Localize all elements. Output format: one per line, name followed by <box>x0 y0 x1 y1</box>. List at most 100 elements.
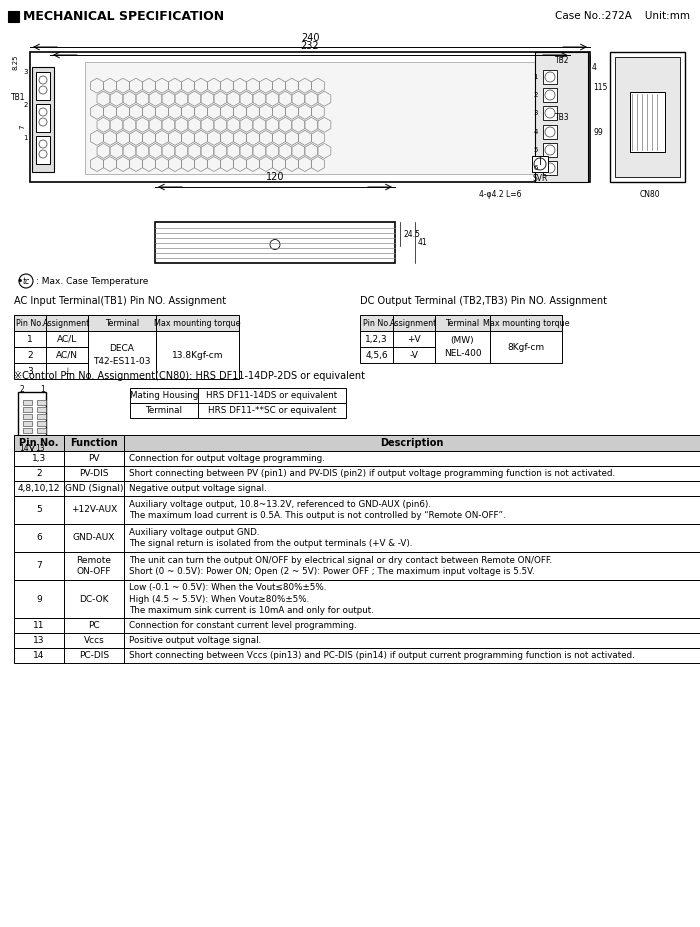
Bar <box>14 648 64 663</box>
Text: AC/N: AC/N <box>56 350 78 360</box>
Text: PV-DIS: PV-DIS <box>79 469 108 478</box>
Bar <box>23 421 32 426</box>
Bar <box>124 451 700 466</box>
Text: 3: 3 <box>24 69 28 75</box>
Bar <box>23 435 32 440</box>
Bar <box>46 347 88 363</box>
Bar <box>156 315 239 331</box>
Bar <box>14 435 64 451</box>
Bar <box>37 407 46 412</box>
Bar <box>124 580 700 618</box>
Bar <box>18 392 46 444</box>
Text: Negative output voltage signal.: Negative output voltage signal. <box>129 484 267 493</box>
Bar <box>124 466 700 481</box>
Text: DC Output Terminal (TB2,TB3) Pin NO. Assignment: DC Output Terminal (TB2,TB3) Pin NO. Ass… <box>360 296 607 306</box>
Bar <box>23 414 32 419</box>
Text: 6: 6 <box>36 534 42 542</box>
Bar <box>124 552 700 580</box>
Text: The unit can turn the output ON/OFF by electrical signal or dry contact between : The unit can turn the output ON/OFF by e… <box>129 556 552 577</box>
Bar <box>630 92 665 152</box>
Bar <box>37 428 46 433</box>
Bar <box>64 648 124 663</box>
Bar <box>46 315 88 331</box>
Text: 232: 232 <box>301 41 319 51</box>
Bar <box>124 496 700 524</box>
Bar <box>14 633 64 648</box>
Bar <box>14 331 46 347</box>
Bar <box>14 481 64 496</box>
Bar <box>490 331 562 363</box>
Text: Pin No.: Pin No. <box>363 319 391 327</box>
Bar <box>124 481 700 496</box>
Bar <box>88 331 156 379</box>
Text: ⊥: ⊥ <box>63 366 71 375</box>
Bar <box>37 400 46 405</box>
Text: 8Kgf-cm: 8Kgf-cm <box>508 342 545 351</box>
Text: +12V-AUX: +12V-AUX <box>71 505 117 514</box>
Bar <box>156 331 239 379</box>
Text: 7: 7 <box>19 125 25 129</box>
Bar <box>64 451 124 466</box>
Text: PV: PV <box>88 454 99 463</box>
Text: 2: 2 <box>19 385 24 393</box>
Bar <box>124 618 700 633</box>
Text: PC: PC <box>88 621 100 630</box>
Bar <box>130 403 198 418</box>
Text: DECA
T42-ES11-03: DECA T42-ES11-03 <box>93 344 150 366</box>
Bar <box>543 88 557 102</box>
Text: Function: Function <box>70 438 118 448</box>
Bar <box>23 442 32 447</box>
Bar <box>124 524 700 552</box>
Bar <box>37 435 46 440</box>
Bar <box>64 481 124 496</box>
Text: TB1: TB1 <box>10 93 25 101</box>
Text: 240: 240 <box>301 33 319 43</box>
Bar <box>64 466 124 481</box>
Text: Assignment: Assignment <box>391 319 438 327</box>
Text: 1: 1 <box>24 135 28 141</box>
Text: Auxiliary voltage output GND.
The signal return is isolated from the output term: Auxiliary voltage output GND. The signal… <box>129 527 412 548</box>
Bar <box>155 222 395 263</box>
Bar <box>64 435 124 451</box>
Text: 4: 4 <box>592 62 597 71</box>
Text: 1: 1 <box>41 385 45 393</box>
Text: Case No.:272A    Unit:mm: Case No.:272A Unit:mm <box>555 11 690 21</box>
Bar <box>543 125 557 139</box>
Text: MECHANICAL SPECIFICATION: MECHANICAL SPECIFICATION <box>23 9 224 22</box>
Text: 41: 41 <box>418 238 428 247</box>
Bar <box>46 331 88 347</box>
Bar <box>435 331 490 363</box>
Bar <box>8 11 19 22</box>
Bar <box>535 52 588 182</box>
Bar <box>14 466 64 481</box>
Bar <box>124 435 700 451</box>
Bar <box>435 315 490 331</box>
Text: tc: tc <box>22 276 29 286</box>
Bar <box>124 648 700 663</box>
Bar <box>543 143 557 157</box>
Text: Pin No.: Pin No. <box>16 319 44 327</box>
Bar <box>615 57 680 177</box>
Text: GND-AUX: GND-AUX <box>73 534 116 542</box>
Bar <box>543 161 557 175</box>
Bar <box>23 400 32 405</box>
Text: Connection for constant current level programming.: Connection for constant current level pr… <box>129 621 356 630</box>
Text: Positive output voltage signal.: Positive output voltage signal. <box>129 636 261 645</box>
Bar <box>23 407 32 412</box>
Bar <box>543 70 557 84</box>
Text: 2: 2 <box>27 350 33 360</box>
Bar <box>14 580 64 618</box>
Text: (MW)
NEL-400: (MW) NEL-400 <box>444 337 482 358</box>
Text: Remote
ON-OFF: Remote ON-OFF <box>76 556 111 576</box>
Text: 1,3: 1,3 <box>32 454 46 463</box>
Text: 14: 14 <box>34 651 45 660</box>
Bar <box>14 552 64 580</box>
Text: PC-DIS: PC-DIS <box>79 651 109 660</box>
Bar <box>64 524 124 552</box>
Bar <box>393 347 435 363</box>
Text: 1: 1 <box>27 335 33 344</box>
Bar <box>37 414 46 419</box>
Text: Max mounting torque: Max mounting torque <box>483 319 569 327</box>
Text: AC Input Terminal(TB1) Pin NO. Assignment: AC Input Terminal(TB1) Pin NO. Assignmen… <box>14 296 226 306</box>
Text: ※Control Pin No. Assignment(CN80): HRS DF11-14DP-2DS or equivalent: ※Control Pin No. Assignment(CN80): HRS D… <box>14 371 365 381</box>
